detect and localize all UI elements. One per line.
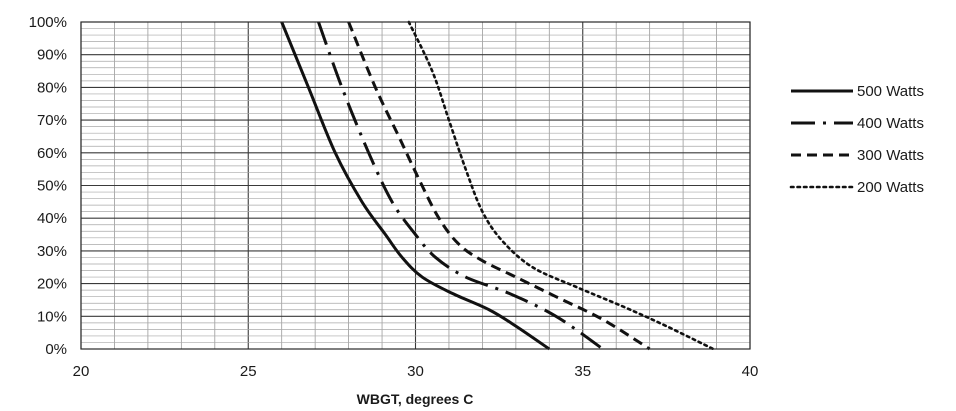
y-tick-label: 80% (37, 79, 67, 96)
y-tick-label: 100% (29, 14, 67, 31)
y-tick-label: 40% (37, 210, 67, 227)
x-tick-label: 35 (574, 363, 591, 380)
grid (80, 21, 751, 350)
legend-label-400-watts: 400 Watts (857, 115, 924, 132)
x-tick-label: 30 (407, 363, 424, 380)
legend-label-300-watts: 300 Watts (857, 147, 924, 164)
y-tick-label: 90% (37, 47, 67, 64)
y-tick-label: 30% (37, 243, 67, 260)
series-line-300-watts (347, 21, 651, 351)
legend: 500 Watts 400 Watts 300 Watts 200 Watts (789, 83, 924, 196)
axes: 20 25 30 35 40 0% 10% 20% 30% 40% 50% 60% 70% 80% 90% 1… (29, 14, 759, 380)
series-lines (280, 20, 715, 351)
legend-label-500-watts: 500 Watts (857, 83, 924, 100)
series-line-200-watts (407, 20, 715, 351)
y-tick-label: 50% (37, 178, 67, 195)
series-line-400-watts (317, 21, 604, 351)
legend-label-200-watts: 200 Watts (857, 179, 924, 196)
x-axis-title: WBGT, degrees C (357, 391, 474, 407)
y-tick-label: 0% (45, 341, 67, 358)
x-tick-label: 40 (742, 363, 759, 380)
y-tick-label: 20% (37, 276, 67, 293)
y-tick-label: 60% (37, 145, 67, 162)
x-tick-label: 20 (73, 363, 90, 380)
plot-frame (80, 21, 751, 350)
y-tick-label: 70% (37, 112, 67, 129)
x-tick-label: 25 (240, 363, 257, 380)
series-line-500-watts (280, 21, 551, 351)
y-tick-label: 10% (37, 308, 67, 325)
